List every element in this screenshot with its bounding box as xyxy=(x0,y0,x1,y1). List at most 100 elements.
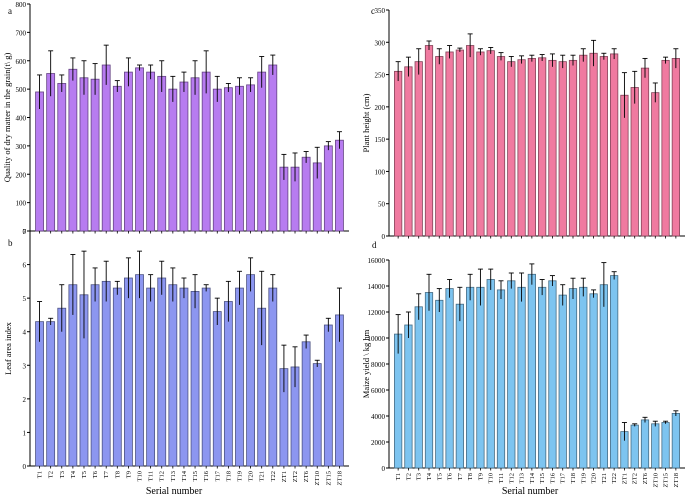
bar-T1 xyxy=(394,70,403,237)
x-tick-label-T14: T14 xyxy=(529,472,536,483)
bar-T17 xyxy=(558,61,567,237)
bar-T11 xyxy=(146,287,156,467)
bar-ZT6 xyxy=(640,67,650,237)
x-tick-label-T14: T14 xyxy=(181,470,188,481)
bar-T16 xyxy=(201,71,211,232)
bar-ZT10 xyxy=(651,423,660,469)
y-tick-label: 2 xyxy=(23,396,27,404)
bar-T17 xyxy=(212,311,222,467)
bar-T11 xyxy=(146,71,156,232)
y-tick-label: 4000 xyxy=(371,413,386,421)
bar-T19 xyxy=(579,54,588,237)
x-tick-label-T7: T7 xyxy=(103,470,110,478)
bar-T12 xyxy=(157,277,167,467)
x-tick-label-ZT6: ZT6 xyxy=(642,472,649,484)
bar-T13 xyxy=(168,88,178,232)
bar-T12 xyxy=(507,61,516,237)
bar-T6 xyxy=(445,288,454,469)
bar-T8 xyxy=(112,287,122,467)
bar-T4 xyxy=(68,68,78,232)
y-tick-label: 300 xyxy=(16,143,27,151)
bar-T18 xyxy=(223,87,233,232)
bar-T20 xyxy=(246,274,255,467)
bar-T7 xyxy=(101,64,111,232)
y-tick-label: 12000 xyxy=(368,309,386,317)
y-tick-label: 14000 xyxy=(368,283,386,291)
y-tick-label: 150 xyxy=(375,136,386,144)
panel-a-dry-matter-chart: 0 100 200 300 400 500 600 700 800 Quality of dry … xyxy=(2,1,349,236)
bar-T11 xyxy=(496,289,506,469)
y-tick-label: 0 xyxy=(382,233,386,241)
panel-letter: b xyxy=(8,238,13,248)
bar-T18 xyxy=(568,288,578,469)
bar-T13 xyxy=(168,284,178,467)
bar-T22 xyxy=(610,53,619,237)
x-tick-label-T9: T9 xyxy=(477,473,484,480)
bar-T13 xyxy=(517,286,526,469)
x-tick-label-ZT1: ZT1 xyxy=(621,473,628,484)
y-tick-label: 3 xyxy=(23,362,27,370)
bar-T8 xyxy=(466,286,475,469)
panel-letter: a xyxy=(8,6,12,16)
x-tick-label-T7: T7 xyxy=(457,472,464,480)
x-tick-label-T15: T15 xyxy=(192,471,199,481)
y-axis-title: Leaf area index xyxy=(3,321,13,375)
x-tick-label-T22: T22 xyxy=(270,471,277,481)
bar-T10 xyxy=(486,50,495,237)
x-tick-label-ZT6: ZT6 xyxy=(303,470,310,482)
bar-T21 xyxy=(599,56,608,237)
bar-ZT6 xyxy=(640,419,650,469)
bar-T10 xyxy=(486,279,495,469)
y-tick-label: 16000 xyxy=(368,257,386,265)
bar-T14 xyxy=(527,273,536,469)
bar-T3 xyxy=(414,61,423,237)
bar-ZT15 xyxy=(323,145,333,232)
x-tick-label-ZT2: ZT2 xyxy=(292,471,299,482)
bar-T9 xyxy=(124,71,133,232)
x-axis-title-left: Serial number xyxy=(146,486,203,497)
x-tick-label-T11: T11 xyxy=(148,471,155,481)
bar-T3 xyxy=(57,83,67,232)
y-tick-label: 500 xyxy=(16,86,27,94)
bar-T17 xyxy=(558,294,567,469)
x-tick-label-T17: T17 xyxy=(560,472,567,483)
y-tick-label: 200 xyxy=(16,171,27,179)
bar-T15 xyxy=(538,286,547,469)
bar-T5 xyxy=(79,77,89,232)
x-tick-label-T5: T5 xyxy=(436,473,443,480)
y-tick-label: 50 xyxy=(378,201,386,209)
x-tick-label-T1: T1 xyxy=(37,471,44,478)
bar-T9 xyxy=(476,51,485,237)
bar-T2 xyxy=(404,66,413,237)
y-tick-label: 8000 xyxy=(371,361,386,369)
x-tick-label-T4: T4 xyxy=(70,470,77,478)
bar-T9 xyxy=(124,277,133,467)
bar-T16 xyxy=(201,287,211,467)
x-tick-label-T18: T18 xyxy=(570,473,577,483)
x-tick-label-T6: T6 xyxy=(92,470,99,478)
x-tick-label-T20: T20 xyxy=(248,471,255,481)
bar-T10 xyxy=(135,274,144,467)
x-tick-label-T19: T19 xyxy=(236,471,243,481)
x-tick-label-T10: T10 xyxy=(137,471,144,481)
x-tick-label-T22: T22 xyxy=(611,473,618,483)
y-tick-label: 250 xyxy=(375,72,386,80)
bar-T4 xyxy=(424,45,434,237)
y-tick-label: 6 xyxy=(23,262,27,270)
y-tick-label: 4 xyxy=(23,329,27,337)
bar-T18 xyxy=(568,59,578,237)
y-tick-label: 0 xyxy=(382,465,386,473)
bar-T14 xyxy=(527,58,536,237)
bar-ZT2 xyxy=(630,87,639,237)
bar-T22 xyxy=(268,64,278,232)
bar-T1 xyxy=(394,333,403,469)
y-tick-label: 6000 xyxy=(371,387,386,395)
bar-T3 xyxy=(57,307,67,467)
bar-ZT10 xyxy=(312,363,322,467)
x-tick-label-T19: T19 xyxy=(580,473,587,483)
x-tick-label-T17: T17 xyxy=(214,470,221,481)
bar-T19 xyxy=(579,286,588,469)
bar-T9 xyxy=(476,286,485,469)
panel-c-plant-height-chart: 0 50 100 150 200 250 300 350 Plant height (cm) c xyxy=(361,6,685,241)
x-tick-label-T12: T12 xyxy=(508,473,515,483)
